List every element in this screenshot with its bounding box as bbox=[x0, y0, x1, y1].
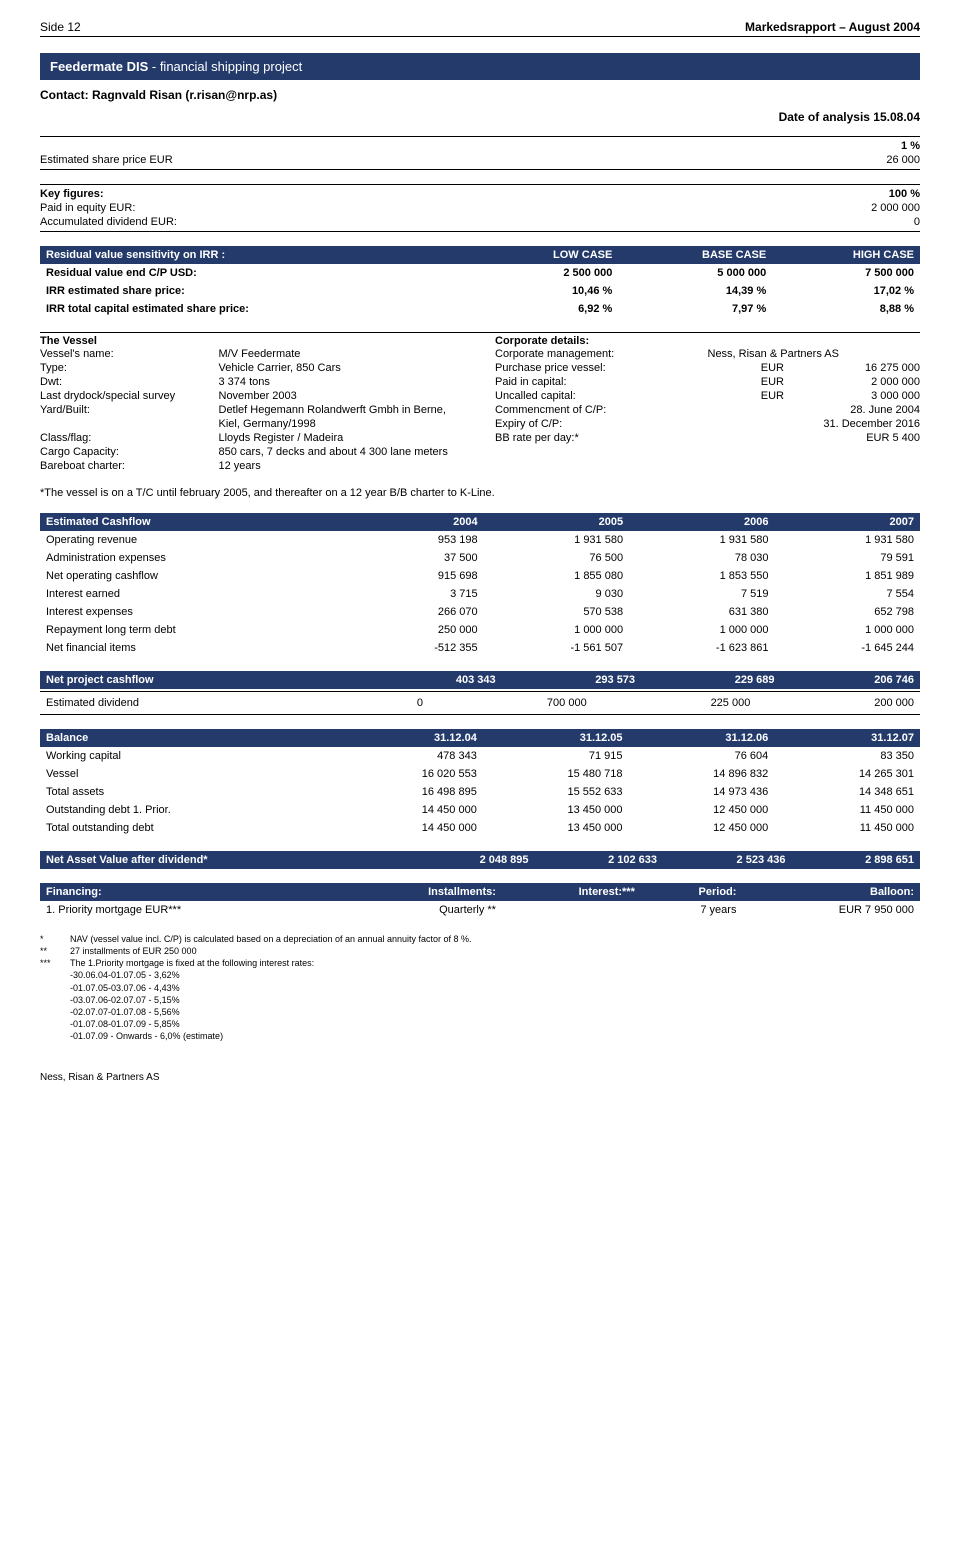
table-row: 1. Priority mortgage EUR***Quarterly **7… bbox=[40, 901, 920, 919]
vessel-heading: The Vessel bbox=[40, 335, 465, 347]
project-title-sub: - financial shipping project bbox=[148, 59, 302, 74]
table-row: Cargo Capacity:850 cars, 7 decks and abo… bbox=[40, 445, 465, 459]
financing-block: Financing: Installments: Interest:*** Pe… bbox=[40, 883, 920, 919]
table-row: Dwt:3 374 tons bbox=[40, 375, 465, 389]
table-row: Commencment of C/P:28. June 2004 bbox=[495, 403, 920, 417]
page-report: Markedsrapport – August 2004 bbox=[745, 20, 920, 34]
table-row: Outstanding debt 1. Prior.14 450 00013 4… bbox=[40, 801, 920, 819]
table-row: Vessel's name:M/V Feedermate bbox=[40, 347, 465, 361]
table-row: Last drydock/special survey November 200… bbox=[40, 389, 465, 403]
table-row: Residual value end C/P USD:2 500 0005 00… bbox=[40, 264, 920, 282]
contact-line: Contact: Ragnvald Risan (r.risan@nrp.as) bbox=[40, 88, 920, 102]
table-row: Total assets16 498 89515 552 63314 973 4… bbox=[40, 783, 920, 801]
footnote: -01.07.08-01.07.09 - 5,85% bbox=[40, 1018, 920, 1030]
vessel-table: Vessel's name:M/V Feedermate Type:Vehicl… bbox=[40, 347, 465, 473]
corporate-block: Corporate details: Corporate management:… bbox=[495, 335, 920, 473]
table-row: Working capital478 34371 91576 60483 350 bbox=[40, 747, 920, 765]
key-figures-block: Key figures: 100 % Paid in equity EUR:2 … bbox=[40, 184, 920, 232]
share-price-value: 26 000 bbox=[742, 153, 920, 167]
footnotes-block: *NAV (vessel value incl. C/P) is calcula… bbox=[40, 933, 920, 1042]
table-row: Purchase price vessel:EUR16 275 000 bbox=[495, 361, 920, 375]
footnote: -02.07.07-01.07.08 - 5,56% bbox=[40, 1006, 920, 1018]
table-row: Paid in equity EUR:2 000 000 bbox=[40, 201, 920, 215]
table-row: Repayment long term debt250 0001 000 000… bbox=[40, 621, 920, 639]
key-figures-heading: Key figures: bbox=[40, 187, 688, 201]
footnote: -01.07.09 - Onwards - 6,0% (estimate) bbox=[40, 1030, 920, 1042]
nav-header-row: Net Asset Value after dividend* 2 048 89… bbox=[40, 851, 920, 869]
table-row: Net financial items-512 355-1 561 507-1 … bbox=[40, 639, 920, 657]
table-row: Total outstanding debt14 450 00013 450 0… bbox=[40, 819, 920, 837]
project-title-main: Feedermate DIS bbox=[50, 59, 148, 74]
table-row: Interest expenses266 070570 538631 38065… bbox=[40, 603, 920, 621]
page-side: Side 12 bbox=[40, 20, 81, 34]
cashflow-block: Estimated Cashflow 2004 2005 2006 2007 O… bbox=[40, 513, 920, 657]
irr-block: Residual value sensitivity on IRR : LOW … bbox=[40, 246, 920, 318]
nav-block: Net Asset Value after dividend* 2 048 89… bbox=[40, 851, 920, 869]
table-row: IRR total capital estimated share price:… bbox=[40, 300, 920, 318]
footnote: *NAV (vessel value incl. C/P) is calcula… bbox=[40, 933, 920, 945]
table-row: Operating revenue953 1981 931 5801 931 5… bbox=[40, 531, 920, 549]
table-row: Accumulated dividend EUR:0 bbox=[40, 215, 920, 229]
vessel-corporate-row: The Vessel Vessel's name:M/V Feedermate … bbox=[40, 335, 920, 473]
share-price-pct: 1 % bbox=[742, 139, 920, 153]
footnote: ***The 1.Priority mortgage is fixed at t… bbox=[40, 957, 920, 969]
table-row: Corporate management:Ness, Risan & Partn… bbox=[495, 347, 920, 361]
irr-header-row: Residual value sensitivity on IRR : LOW … bbox=[40, 246, 920, 264]
table-row: Interest earned3 7159 0307 5197 554 bbox=[40, 585, 920, 603]
table-row: Type:Vehicle Carrier, 850 Cars bbox=[40, 361, 465, 375]
table-row: Administration expenses37 50076 50078 03… bbox=[40, 549, 920, 567]
share-price-label: Estimated share price EUR bbox=[40, 153, 742, 167]
balance-block: Balance 31.12.04 31.12.05 31.12.06 31.12… bbox=[40, 729, 920, 837]
corporate-table: Corporate management:Ness, Risan & Partn… bbox=[495, 347, 920, 445]
footnote: **27 installments of EUR 250 000 bbox=[40, 945, 920, 957]
corporate-heading: Corporate details: bbox=[495, 335, 920, 347]
page-footer: Ness, Risan & Partners AS bbox=[40, 1072, 920, 1083]
page-header: Side 12 Markedsrapport – August 2004 bbox=[40, 20, 920, 37]
table-row: IRR estimated share price:10,46 %14,39 %… bbox=[40, 282, 920, 300]
npc-header-row: Net project cashflow 403 343 293 573 229… bbox=[40, 671, 920, 689]
balance-header-row: Balance 31.12.04 31.12.05 31.12.06 31.12… bbox=[40, 729, 920, 747]
npc-block: Net project cashflow 403 343 293 573 229… bbox=[40, 671, 920, 715]
table-row: Paid in capital:EUR2 000 000 bbox=[495, 375, 920, 389]
footnote: -01.07.05-03.07.06 - 4,43% bbox=[40, 982, 920, 994]
analysis-date: Date of analysis 15.08.04 bbox=[40, 110, 920, 124]
table-row: Vessel16 020 55315 480 71814 896 83214 2… bbox=[40, 765, 920, 783]
table-row: Yard/Built:Detlef Hegemann Rolandwerft G… bbox=[40, 403, 465, 417]
vessel-block: The Vessel Vessel's name:M/V Feedermate … bbox=[40, 335, 465, 473]
project-title-bar: Feedermate DIS - financial shipping proj… bbox=[40, 53, 920, 80]
table-row: BB rate per day:*EUR 5 400 bbox=[495, 431, 920, 445]
key-figures-heading-val: 100 % bbox=[688, 187, 920, 201]
footnote: -30.06.04-01.07.05 - 3,62% bbox=[40, 969, 920, 981]
table-row: Expiry of C/P:31. December 2016 bbox=[495, 417, 920, 431]
table-row: Class/flag:Lloyds Register / Madeira bbox=[40, 431, 465, 445]
table-row: Net operating cashflow915 6981 855 0801 … bbox=[40, 567, 920, 585]
table-row: Estimated dividend0700 000225 000200 000 bbox=[40, 694, 920, 712]
table-row: Uncalled capital:EUR3 000 000 bbox=[495, 389, 920, 403]
cashflow-header-row: Estimated Cashflow 2004 2005 2006 2007 bbox=[40, 513, 920, 531]
table-row: Bareboat charter:12 years bbox=[40, 459, 465, 473]
tc-note: *The vessel is on a T/C until february 2… bbox=[40, 487, 920, 499]
table-row: Kiel, Germany/1998 bbox=[40, 417, 465, 431]
footnote: -03.07.06-02.07.07 - 5,15% bbox=[40, 994, 920, 1006]
financing-header-row: Financing: Installments: Interest:*** Pe… bbox=[40, 883, 920, 901]
share-price-block: 1 % Estimated share price EUR26 000 bbox=[40, 136, 920, 170]
